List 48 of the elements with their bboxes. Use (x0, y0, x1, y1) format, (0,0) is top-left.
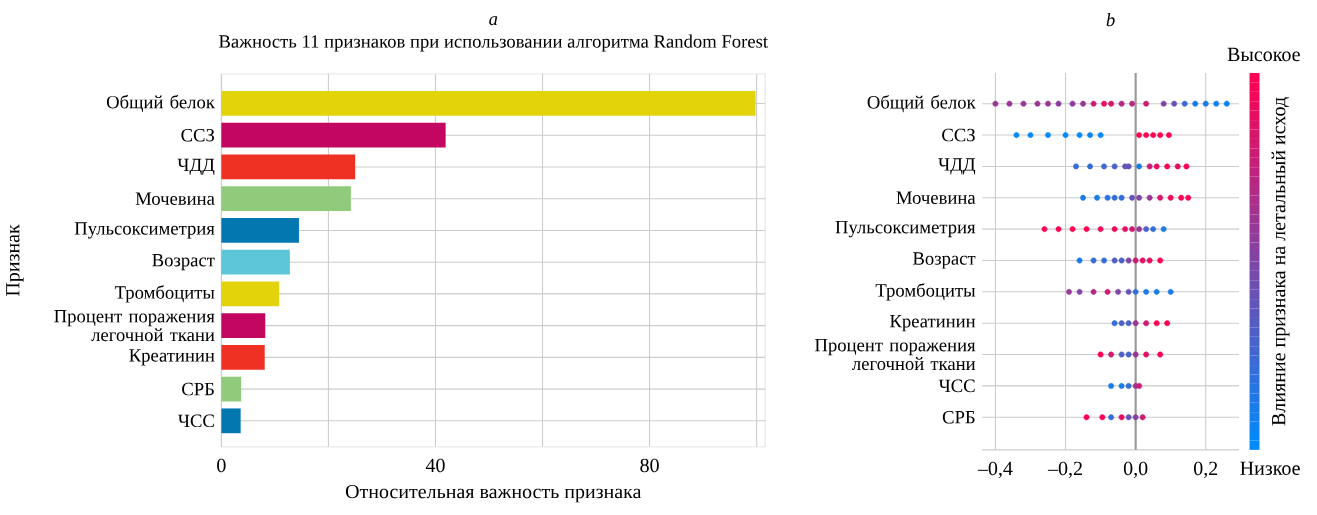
bar (221, 249, 290, 275)
bar (221, 218, 299, 243)
x-axis-title: Относительная важность признака (345, 484, 642, 503)
y-tick-label: Возраст (152, 254, 215, 271)
bar (221, 91, 756, 116)
text: b (1106, 13, 1115, 27)
y-axis-title: Признак (6, 224, 24, 297)
y-tick-label: Мочевина (135, 192, 215, 205)
x-tick-label: 40 (425, 458, 445, 473)
y-tick-label: Креатинин (129, 349, 215, 366)
y-tick-label: Возраст (912, 252, 976, 269)
bar (221, 345, 265, 370)
x-tick-label: 0,2 (1193, 461, 1218, 479)
bar (221, 186, 351, 212)
bar (221, 122, 446, 148)
chart-title: Важность 11 признаков при использовании алгоритма Random Forest (219, 34, 768, 52)
y-tick-label: ЧСС (938, 379, 975, 393)
y-tick-label: ССЗ (942, 128, 975, 142)
y-tick-label: Креатинин (889, 315, 976, 332)
y-tick-label: Общий белок (867, 95, 976, 113)
y-tick-label: ССЗ (181, 129, 215, 142)
y-tick-label: Пульсоксиметрия (74, 222, 215, 239)
x-tick-label: 80 (640, 458, 659, 473)
bar (221, 281, 280, 307)
y-tick-label: ЧСС (178, 414, 214, 428)
x-tick-label: –0,2 (1047, 461, 1082, 479)
bar (221, 154, 356, 180)
x-tick-label: 0 (217, 458, 226, 473)
y-tick-label: Общий белок (106, 94, 215, 113)
y-tick-label: Тромбоциты (875, 283, 976, 301)
y-tick-label: ЧДД (177, 158, 215, 176)
text: Высокое (1227, 47, 1300, 62)
color-bar-title: Влияние признака на летальный исход (1271, 97, 1290, 426)
bar (221, 376, 242, 402)
y-tick-label: Процент поражения легочной ткани (814, 339, 976, 371)
text: a (489, 16, 498, 26)
y-tick-label: СРБ (942, 411, 975, 424)
bar (221, 313, 266, 339)
x-tick-label: –0,4 (977, 461, 1013, 479)
y-tick-label: Процент поражения легочной ткани (54, 310, 215, 342)
text: Низкое (1240, 461, 1300, 476)
y-tick-label: Пульсоксиметрия (835, 221, 976, 238)
y-tick-label: СРБ (182, 382, 214, 396)
x-tick-label: 0,0 (1123, 461, 1148, 479)
y-tick-label: Мочевина (896, 191, 976, 205)
y-tick-label: Тромбоциты (114, 285, 215, 303)
y-tick-label: ЧДД (938, 158, 976, 175)
bar (221, 408, 241, 434)
